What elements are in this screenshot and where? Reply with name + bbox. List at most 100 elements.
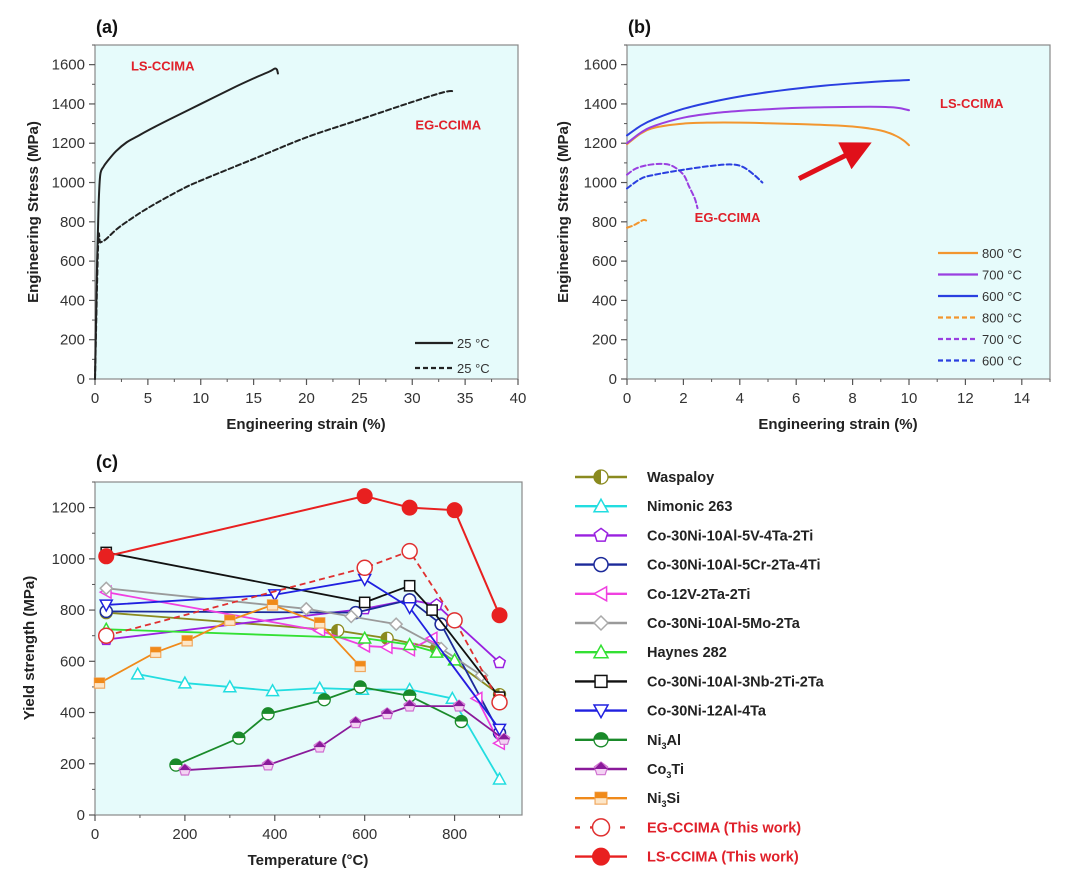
legend-label: Co-30Ni-10Al-3Nb-2Ti-2Ta xyxy=(647,674,825,690)
marker-half-fill xyxy=(267,599,278,605)
panel-label-c: (c) xyxy=(96,452,118,472)
legend-item-co-30ni-12al-4ta: Co-30Ni-12Al-4Ta xyxy=(575,704,767,720)
marker-half-fill xyxy=(403,700,416,707)
data-point xyxy=(224,614,236,627)
series-co-30ni-12al-4ta xyxy=(98,573,507,737)
marker-triangle-up xyxy=(429,644,444,658)
marker-triangle-up xyxy=(177,675,193,689)
panel-label-b: (b) xyxy=(628,17,651,37)
series-line-eg-ccima-600-c xyxy=(626,163,764,190)
axes-b: 0 2 4 6 8 10 12 14 0 200 400 600 800 1000 1200 1400 1600 xyxy=(584,44,1051,407)
y-axis-title-b: Engineering Stress (MPa) xyxy=(555,121,572,303)
marker-open-circle xyxy=(446,612,463,629)
y-tick-label: 800 xyxy=(60,602,85,619)
data-point xyxy=(402,637,417,651)
data-point xyxy=(492,655,507,669)
series-line-eg-ccima-700-c xyxy=(626,162,699,210)
data-point xyxy=(497,732,511,745)
y-tick-label: 0 xyxy=(609,371,617,388)
marker-open-circle xyxy=(97,627,115,644)
x-tick-label: 0 xyxy=(91,826,99,843)
marker-half-fill xyxy=(594,762,608,769)
legend-swatch-marker xyxy=(593,469,609,485)
data-point xyxy=(429,644,444,658)
data-point xyxy=(317,693,331,707)
y-axis-title-a: Engineering Stress (MPa) xyxy=(25,121,42,303)
marker-triangle-up xyxy=(357,630,372,644)
legend-label: 700 °C xyxy=(982,332,1022,347)
data-point xyxy=(344,609,359,624)
data-point xyxy=(356,559,373,577)
x-axis-title-a: Engineering strain (%) xyxy=(226,416,385,433)
x-tick-label: 35 xyxy=(457,390,474,407)
legend-swatch-marker xyxy=(592,497,610,513)
data-point xyxy=(177,675,193,689)
panel-b: (b) 0 2 4 6 8 10 12 14 0 200 400 600 800 1000 1200 1400… xyxy=(555,17,1051,433)
x-tick-label: 6 xyxy=(792,390,800,407)
data-point xyxy=(446,612,463,629)
marker-triangle-down xyxy=(492,723,507,737)
legend-swatch-marker xyxy=(592,585,608,603)
data-point xyxy=(98,599,114,613)
legend-label: 800 °C xyxy=(982,246,1022,261)
marker-half-fill xyxy=(314,617,325,623)
y-tick-label: 800 xyxy=(60,214,85,231)
legend-label: Ni3Si xyxy=(647,791,680,809)
marker-filled-circle xyxy=(401,499,418,516)
series-ls-ccima-this-work xyxy=(98,488,508,624)
plot-area-a xyxy=(94,44,519,380)
panel-c: (c) 0 200 400 600 800 0 200 400 600 800 1000 1200 T… xyxy=(21,452,523,869)
marker-half-fill xyxy=(355,661,366,667)
marker-half-fill xyxy=(381,707,394,714)
legend-swatch-marker xyxy=(594,791,608,805)
marker-open-circle xyxy=(434,617,448,631)
x-tick-label: 4 xyxy=(736,390,744,407)
marker-half-fill xyxy=(150,647,161,653)
legend-swatch-marker xyxy=(592,614,610,632)
plot-area-b xyxy=(626,44,1051,380)
legend-b: 800 °C 700 °C 600 °C 800 °C 700 °C 600 °C xyxy=(938,246,1022,369)
y-tick-label: 200 xyxy=(60,756,85,773)
axes-a: 0 5 10 15 20 25 30 35 40020040060080010001200140… xyxy=(52,44,526,407)
marker-open-circle xyxy=(401,542,418,560)
marker-half-fill xyxy=(331,624,338,637)
data-point xyxy=(130,666,145,680)
marker-half-fill xyxy=(262,759,275,766)
marker-diamond xyxy=(389,617,404,632)
y-tick-label: 1000 xyxy=(52,175,85,192)
marker-filled-circle xyxy=(446,502,463,519)
marker-pentagon xyxy=(492,655,507,669)
y-tick-label: 1400 xyxy=(584,96,617,113)
y-tick-label: 600 xyxy=(592,253,617,270)
data-point xyxy=(402,601,417,616)
legend-swatch-marker xyxy=(593,732,609,748)
series-nisi xyxy=(93,599,366,689)
data-point xyxy=(403,579,416,592)
data-point xyxy=(380,707,394,720)
marker-square xyxy=(358,596,371,609)
data-point xyxy=(445,690,460,704)
data-point xyxy=(491,607,508,624)
legend-item-co-30ni-10al-5v-4ta-2ti: Co-30Ni-10Al-5V-4Ta-2Ti xyxy=(575,527,813,544)
x-tick-label: 5 xyxy=(144,390,152,407)
data-point xyxy=(354,660,366,673)
series-line-ls-ccima-600-c xyxy=(626,78,910,137)
marker-triangle-up xyxy=(312,680,328,694)
x-tick-label: 10 xyxy=(901,390,918,407)
legend-label: LS-CCIMA (This work) xyxy=(647,850,799,866)
marker-half-fill xyxy=(498,733,511,740)
marker-half-fill xyxy=(224,615,235,621)
legend-label: Co-30Ni-10Al-5Mo-2Ta xyxy=(647,616,801,632)
x-tick-label: 0 xyxy=(623,390,631,407)
series-nial xyxy=(169,680,468,772)
data-point xyxy=(261,707,275,721)
x-axis-title-c: Temperature (°C) xyxy=(248,852,369,869)
y-tick-label: 0 xyxy=(77,807,85,824)
marker-half-fill xyxy=(595,792,607,799)
legend-c: Waspaloy Nimonic 263 Co-30Ni-10Al-5V-4Ta-2… xyxy=(575,469,825,866)
marker-half-fill xyxy=(169,759,182,766)
legend-label: EG-CCIMA (This work) xyxy=(647,820,801,836)
data-point xyxy=(357,630,372,644)
data-point xyxy=(426,604,438,616)
legend-item-coti: Co3Ti xyxy=(575,761,684,780)
